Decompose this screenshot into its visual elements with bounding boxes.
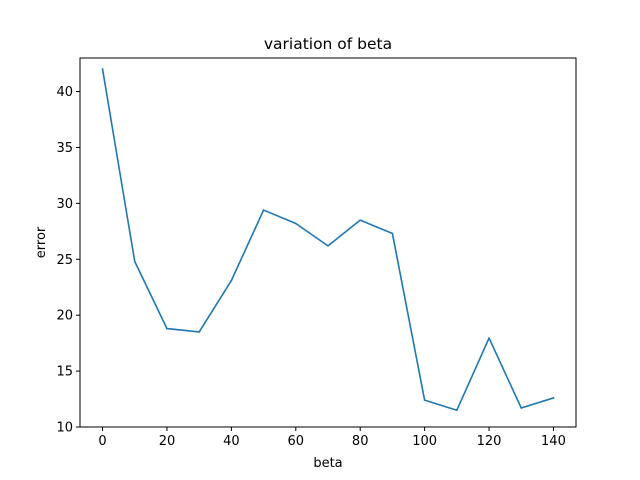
data-point [294,222,297,225]
data-point [488,337,490,339]
x-axis-ticks: 0 20 40 60 80 100 120 140 [98,427,566,449]
x-tick-label: 0 [98,434,106,449]
x-axis-label: beta [313,456,342,471]
x-tick-label: 40 [223,434,240,449]
x-tick-label: 120 [477,434,502,449]
data-points [101,68,555,412]
plot-frame [79,57,577,428]
y-tick-label: 25 [56,253,73,268]
data-point [230,279,233,282]
data-point [520,407,523,409]
data-point [359,219,362,221]
data-point [456,409,458,412]
data-point [552,397,555,399]
x-tick-label: 60 [288,434,305,449]
data-point [327,245,329,247]
data-point [391,232,394,235]
chart-title: variation of beta [264,35,392,53]
x-tick-label: 140 [541,434,566,449]
x-tick-label: 80 [352,434,369,449]
y-tick-label: 35 [56,141,73,156]
plot-area [80,58,576,427]
data-point [133,260,136,263]
y-tick-label: 10 [56,421,73,436]
data-point [101,68,104,70]
x-tick-label: 100 [412,434,437,449]
data-point [262,209,265,211]
y-axis-ticks: 10 15 20 25 30 35 40 [56,85,80,436]
data-point [423,399,426,401]
y-tick-label: 30 [56,197,73,212]
y-axis-label: error [34,226,49,258]
data-point [166,327,168,330]
data-point [198,331,200,333]
y-tick-label: 40 [56,85,73,100]
y-tick-label: 15 [56,365,73,380]
y-tick-label: 20 [56,309,73,324]
x-tick-label: 20 [159,434,176,449]
